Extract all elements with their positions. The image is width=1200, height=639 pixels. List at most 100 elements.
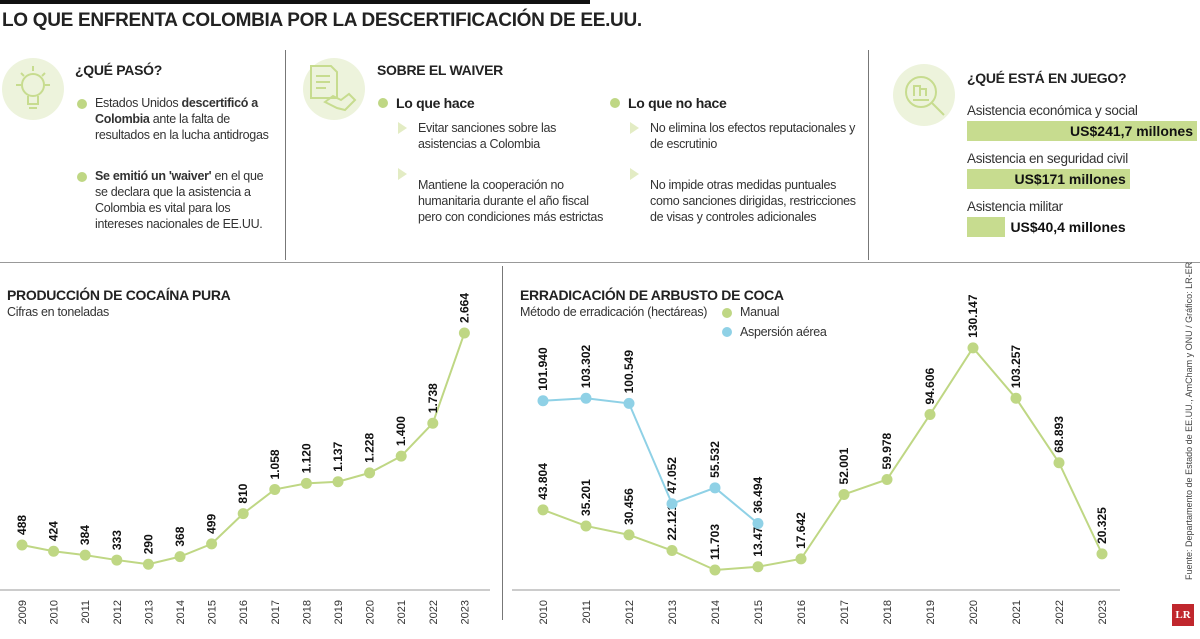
section-divider	[0, 262, 1200, 263]
que-paso-item-1: Estados Unidos descertificó a Colombia a…	[95, 96, 269, 142]
data-point	[623, 397, 635, 409]
x-tick-label: 2014	[175, 600, 187, 624]
x-tick-label: 2022	[1054, 600, 1066, 624]
x-tick-label: 2012	[112, 600, 124, 624]
data-point	[752, 518, 764, 530]
series-1-1-line	[542, 397, 759, 525]
legend-manual: Manual	[740, 305, 780, 319]
lightbulb-icon	[2, 58, 64, 120]
assistance-row: US$241,7 millones	[967, 121, 1199, 141]
data-point	[1010, 392, 1022, 404]
data-label: 810	[236, 483, 250, 503]
data-point	[666, 498, 678, 510]
assistance-list: Asistencia económica y social US$241,7 m…	[967, 103, 1199, 247]
data-label: 36.494	[751, 477, 765, 514]
x-tick-label: 2014	[710, 600, 722, 624]
data-label: 17.642	[794, 512, 808, 549]
data-label: 499	[205, 514, 219, 534]
data-label: 94.606	[923, 367, 937, 404]
data-point	[709, 482, 721, 494]
data-point	[752, 561, 764, 573]
x-tick-label: 2009	[17, 600, 29, 624]
data-point	[16, 539, 28, 551]
data-label: 35.201	[579, 479, 593, 516]
x-tick-label: 2021	[396, 600, 408, 624]
assistance-bar	[967, 217, 1006, 237]
x-tick-label: 2016	[238, 600, 250, 624]
data-point	[1053, 457, 1065, 469]
que-paso-item-2: Se emitió un 'waiver' en el que se decla…	[95, 169, 264, 231]
data-label: 20.325	[1095, 507, 1109, 544]
data-point	[580, 520, 592, 532]
data-label: 30.456	[622, 488, 636, 525]
x-tick-label: 2022	[428, 600, 440, 624]
data-point	[48, 545, 60, 557]
data-label: 103.302	[579, 345, 593, 389]
data-point	[838, 488, 850, 500]
data-point	[332, 476, 344, 488]
x-tick-label: 2013	[143, 600, 155, 624]
data-label: 100.549	[622, 350, 636, 394]
document-handshake-icon	[303, 58, 365, 120]
data-point	[142, 558, 154, 570]
data-point	[269, 483, 281, 495]
data-point	[709, 564, 721, 576]
data-point	[237, 508, 249, 520]
assistance-label: Asistencia en seguridad civil	[967, 151, 1128, 166]
source-note: Fuente: Departamento de Estado de EE.UU.…	[1184, 261, 1194, 580]
data-label: 68.893	[1052, 416, 1066, 453]
chart2-subtitle: Método de erradicación (hectáreas)	[520, 305, 708, 319]
data-label: 22.121	[665, 503, 679, 540]
data-point	[395, 450, 407, 462]
data-label: 1.120	[299, 443, 313, 473]
bullet-icon	[378, 98, 388, 108]
data-label: 55.532	[708, 441, 722, 478]
juego-heading: ¿QUÉ ESTÁ EN JUEGO?	[967, 70, 1127, 86]
data-label: 1.228	[363, 433, 377, 463]
data-point	[623, 529, 635, 541]
bullet-icon	[77, 99, 87, 109]
legend-manual-marker	[722, 308, 732, 318]
x-tick-label: 2023	[459, 600, 471, 624]
x-tick-label: 2010	[49, 600, 61, 624]
triangle-bullet-icon	[630, 168, 639, 180]
data-point	[795, 553, 807, 565]
data-point	[111, 554, 123, 566]
data-label: 424	[47, 521, 61, 541]
chart1-subtitle: Cifras en toneladas	[7, 305, 110, 319]
data-label: 1.058	[268, 449, 282, 479]
x-tick-label: 2017	[270, 600, 282, 624]
chart1-title: PRODUCCIÓN DE COCAÍNA PURA	[7, 287, 231, 303]
x-tick-label: 2012	[624, 600, 636, 624]
data-label: 333	[110, 530, 124, 550]
x-tick-label: 2016	[796, 600, 808, 624]
data-point	[537, 504, 549, 516]
assistance-label: Asistencia militar	[967, 199, 1063, 214]
assistance-row: US$171 millones	[967, 169, 1199, 189]
data-point	[206, 538, 218, 550]
legend-aspersion-marker	[722, 327, 732, 337]
data-label: 1.738	[426, 383, 440, 413]
data-point	[1096, 548, 1108, 560]
x-tick-label: 2013	[667, 600, 679, 624]
legend-aspersion: Aspersión aérea	[740, 325, 827, 339]
que-paso-heading: ¿QUÉ PASÓ?	[75, 62, 162, 78]
no-hace-item-1: No elimina los efectos reputacionales y …	[650, 121, 856, 151]
x-tick-label: 2019	[925, 600, 937, 624]
data-point	[458, 327, 470, 339]
lr-logo: LR	[1172, 604, 1194, 626]
data-label: 1.400	[394, 416, 408, 446]
x-tick-label: 2023	[1097, 600, 1109, 624]
chart2-title: ERRADICACIÓN DE ARBUSTO DE COCA	[520, 287, 784, 303]
data-label: 368	[173, 526, 187, 546]
data-point	[537, 395, 549, 407]
bullet-icon	[77, 172, 87, 182]
data-label: 488	[15, 515, 29, 535]
data-point	[924, 409, 936, 421]
x-tick-label: 2020	[968, 600, 980, 624]
data-label: 13.473	[751, 520, 765, 557]
page-title: LO QUE ENFRENTA COLOMBIA POR LA DESCERTI…	[2, 10, 642, 31]
data-label: 11.703	[708, 524, 722, 560]
data-label: 103.257	[1009, 345, 1023, 389]
